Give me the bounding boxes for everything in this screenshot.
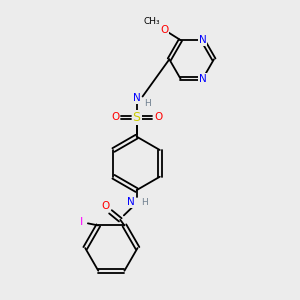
Text: O: O bbox=[154, 112, 162, 122]
Text: S: S bbox=[133, 111, 141, 124]
Text: O: O bbox=[160, 25, 168, 34]
Text: H: H bbox=[142, 197, 148, 206]
Text: N: N bbox=[199, 74, 207, 84]
Text: O: O bbox=[101, 202, 110, 212]
Text: O: O bbox=[111, 112, 119, 122]
Text: N: N bbox=[127, 197, 135, 207]
Text: CH₃: CH₃ bbox=[143, 17, 160, 26]
Text: N: N bbox=[133, 93, 140, 103]
Text: H: H bbox=[144, 99, 150, 108]
Text: N: N bbox=[199, 35, 207, 45]
Text: I: I bbox=[80, 218, 84, 227]
